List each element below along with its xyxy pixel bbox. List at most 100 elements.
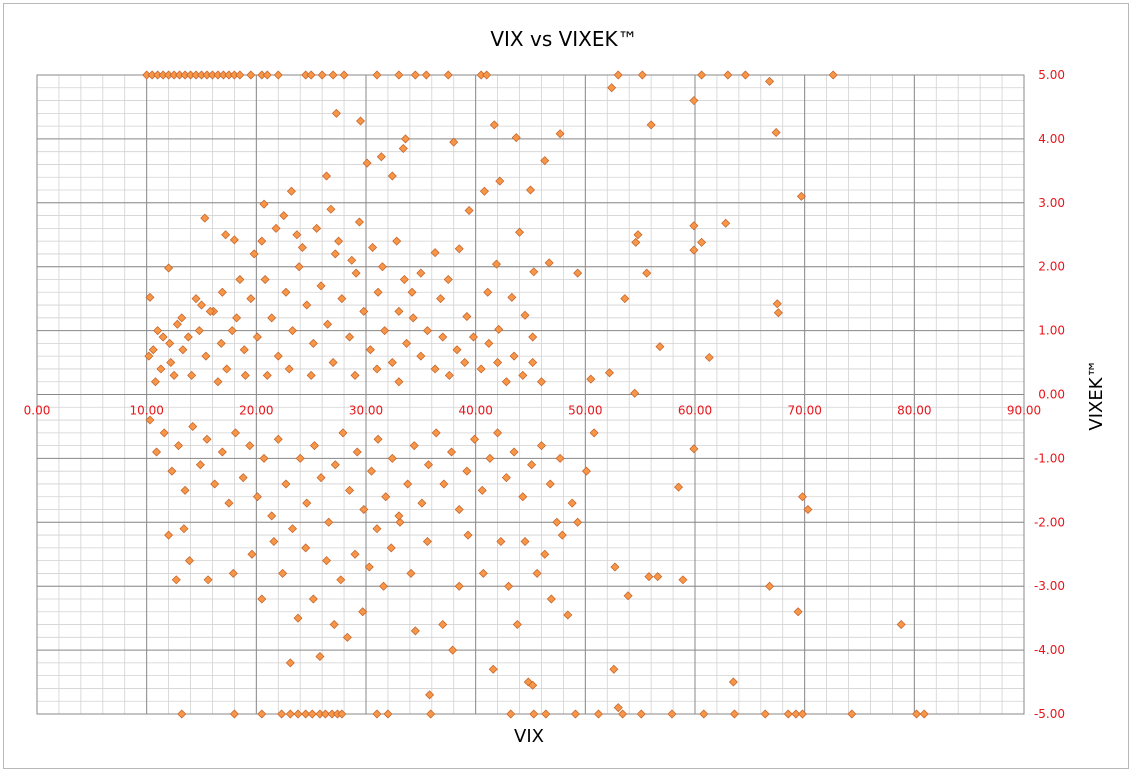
- data-point: [372, 524, 382, 534]
- data-point: [232, 313, 242, 323]
- data-point: [555, 453, 565, 463]
- data-point: [653, 572, 663, 582]
- data-point: [285, 658, 295, 668]
- data-point: [179, 524, 189, 534]
- data-point: [488, 664, 498, 674]
- data-point: [406, 568, 416, 578]
- data-point: [295, 453, 305, 463]
- data-point: [188, 421, 198, 431]
- data-point: [485, 453, 495, 463]
- data-point: [765, 581, 775, 591]
- data-point: [262, 70, 272, 80]
- data-point: [191, 294, 201, 304]
- data-point: [323, 319, 333, 329]
- data-point: [847, 709, 857, 719]
- data-point: [269, 536, 279, 546]
- data-point: [528, 680, 538, 690]
- data-point: [315, 651, 325, 661]
- data-point: [394, 306, 404, 316]
- data-point: [229, 709, 239, 719]
- data-point: [797, 709, 807, 719]
- data-point: [372, 70, 382, 80]
- data-point: [438, 332, 448, 342]
- data-point: [501, 473, 511, 483]
- data-point: [339, 70, 349, 80]
- data-point: [416, 268, 426, 278]
- data-point: [444, 370, 454, 380]
- data-point: [364, 562, 374, 572]
- data-point: [394, 377, 404, 387]
- data-point: [642, 268, 652, 278]
- data-point: [723, 70, 733, 80]
- data-point: [336, 575, 346, 585]
- data-point: [395, 517, 405, 527]
- data-point: [279, 211, 289, 221]
- data-point: [259, 199, 269, 209]
- data-point: [443, 274, 453, 284]
- data-point: [297, 243, 307, 253]
- data-point: [376, 152, 386, 162]
- data-point: [152, 447, 162, 457]
- data-point: [529, 267, 539, 277]
- data-point: [394, 511, 404, 521]
- data-point: [294, 262, 304, 272]
- data-point: [285, 709, 295, 719]
- data-point: [239, 345, 249, 355]
- data-point: [227, 326, 237, 336]
- data-point: [791, 709, 801, 719]
- x-tick-label: 10.00: [129, 404, 163, 418]
- data-point: [342, 632, 352, 642]
- data-point: [678, 575, 688, 585]
- data-point: [379, 581, 389, 591]
- y-tick-label: -4.00: [1034, 643, 1065, 657]
- data-point: [309, 441, 319, 451]
- data-point: [674, 482, 684, 492]
- data-point: [262, 370, 272, 380]
- data-point: [286, 186, 296, 196]
- data-point: [470, 434, 480, 444]
- data-point: [476, 364, 486, 374]
- data-point: [402, 338, 412, 348]
- data-point: [772, 299, 782, 309]
- data-point: [356, 116, 366, 126]
- data-point: [293, 613, 303, 623]
- data-point: [322, 556, 332, 566]
- data-point: [454, 505, 464, 515]
- data-point: [408, 313, 418, 323]
- data-point: [631, 237, 641, 247]
- data-point: [347, 255, 357, 265]
- data-point: [430, 248, 440, 258]
- data-point: [493, 428, 503, 438]
- data-point: [610, 562, 620, 572]
- data-point: [345, 485, 355, 495]
- data-point: [301, 709, 311, 719]
- data-point: [173, 441, 183, 451]
- data-point: [273, 351, 283, 361]
- data-point: [528, 332, 538, 342]
- data-point: [200, 213, 210, 223]
- data-point: [399, 274, 409, 284]
- data-point: [793, 607, 803, 617]
- data-point: [377, 262, 387, 272]
- data-point: [158, 332, 168, 342]
- data-point: [350, 549, 360, 559]
- data-point: [202, 434, 212, 444]
- data-point: [358, 607, 368, 617]
- data-point: [221, 230, 231, 240]
- data-point: [345, 332, 355, 342]
- data-point: [201, 351, 211, 361]
- data-point: [307, 709, 317, 719]
- data-point: [165, 338, 175, 348]
- data-point: [171, 575, 181, 585]
- data-point: [740, 70, 750, 80]
- data-point: [452, 345, 462, 355]
- data-point: [454, 581, 464, 591]
- data-point: [630, 388, 640, 398]
- data-point: [919, 709, 929, 719]
- data-point: [489, 120, 499, 130]
- data-point: [338, 428, 348, 438]
- data-point: [365, 345, 375, 355]
- data-point: [689, 221, 699, 231]
- data-point: [464, 205, 474, 215]
- data-point: [159, 428, 169, 438]
